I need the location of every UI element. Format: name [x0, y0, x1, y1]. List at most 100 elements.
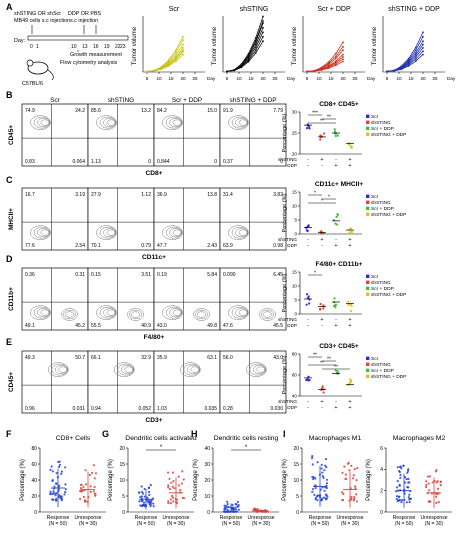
bottom-point-1-0-48 — [152, 502, 155, 505]
dotplot-ytick-label-2-0: 0 — [294, 312, 297, 317]
bottom-point-3-0-46 — [316, 499, 319, 502]
flow-xlabel-3: CD3+ — [145, 417, 162, 424]
bottom-ytick-label-2-3: 30 — [204, 462, 210, 468]
flow-contour-2-3-1 — [231, 306, 249, 319]
matrix-cell-2-0-2: + — [334, 163, 337, 169]
flow-contour-3-2-0 — [180, 362, 201, 377]
bottom-point-0-0-36 — [54, 494, 57, 497]
bottom-point-3-1-16 — [352, 499, 355, 502]
bottom-point-3-1-26 — [350, 497, 353, 501]
growth-ylabel-3: Tumor volume — [372, 26, 378, 65]
matrix-row-shsting-0: shSTING — [278, 157, 297, 162]
legend-label-2-2: Scr + DDP — [371, 286, 394, 292]
timeline-day-1: 1 — [36, 44, 39, 50]
flow-plot-0-3 — [219, 103, 287, 167]
bottom-point-2-0-45 — [228, 510, 231, 513]
dotplot-point-1-3-3 — [348, 232, 351, 236]
bottom-point-0-0-12 — [51, 470, 54, 473]
bottom-point-3-1-5 — [350, 464, 353, 467]
bottom-ylabel-4: Percentage (%) — [366, 459, 372, 501]
bottom-point-0-1-17 — [78, 489, 82, 493]
dotplot-point-3-1-5 — [321, 385, 324, 388]
timeline-day-10: 10 — [71, 44, 77, 50]
mouse-strain-label: C57BL/6 — [22, 81, 43, 87]
bottom-point-2-0-28 — [234, 508, 238, 511]
flow-quadrant-value-0-1-3: 0 — [148, 159, 151, 165]
growth-xtick-label-1-0: 5 — [226, 76, 229, 81]
bottom-point-4-1-29 — [436, 487, 440, 490]
bottom-n-0-0: (N = 50) — [49, 521, 68, 527]
bottom-ytick-label-1-0: 0 — [122, 510, 125, 516]
bottom-point-4-1-19 — [439, 481, 442, 484]
bottom-ytick-label-0-1: 20 — [31, 494, 37, 500]
bottom-point-4-1-0 — [426, 475, 430, 478]
dotplot-point-3-1-3 — [322, 391, 325, 394]
bottom-ytick-label-4-1: 2 — [380, 488, 383, 494]
matrix-row-shsting-2: shSTING — [278, 317, 297, 322]
bottom-point-1-0-18 — [143, 495, 147, 498]
schematic-label-ddp: DDP OR PBS — [68, 11, 102, 17]
flow-contour-1-2-2 — [169, 228, 182, 238]
flow-contour-0-2-3 — [172, 119, 182, 126]
legend-label-2-1: shSTING — [371, 280, 391, 286]
dotplot-point-0-1-4 — [319, 138, 322, 141]
bottom-point-4-0-23 — [398, 470, 401, 474]
bottom-point-2-0-24 — [226, 500, 229, 503]
matrix-cell-2-2-3: + — [348, 323, 351, 329]
flow-quadrant-value-2-1-2: 55.5 — [91, 323, 101, 329]
bottom-point-4-0-24 — [395, 490, 398, 493]
flow-col-title-1: shSTING — [108, 97, 134, 104]
bottom-point-3-0-14 — [325, 478, 329, 481]
bottom-point-3-0-44 — [314, 498, 317, 501]
bottom-point-0-1-20 — [89, 490, 92, 493]
bottom-point-4-1-28 — [435, 469, 438, 472]
bottom-point-4-0-13 — [405, 477, 408, 481]
bottom-point-1-1-15 — [177, 475, 180, 478]
legend-swatch-2-3 — [366, 292, 370, 296]
bottom-point-1-0-46 — [152, 505, 155, 508]
bottom-point-3-0-21 — [324, 457, 328, 461]
dotplot-ytick-label-3-2: 80 — [292, 352, 298, 357]
matrix-cell-1-0-2: - — [335, 157, 337, 163]
bottom-ylabel-1: Percentage (%) — [108, 459, 114, 501]
bottom-point-0-0-22 — [52, 490, 55, 493]
bottom-point-0-0-46 — [60, 470, 63, 473]
bottom-ytick-label-4-3: 6 — [380, 446, 383, 452]
flow-contour2-2-0-2 — [65, 311, 74, 318]
flow-quadrant-value-2-0-0: 0.36 — [25, 272, 35, 278]
flow-quadrant-value-0-3-0: 91.9 — [223, 108, 233, 114]
bottom-point-0-0-23 — [49, 490, 52, 493]
flow-plot-3-1 — [87, 350, 155, 414]
bottom-point-2-1-29 — [253, 507, 256, 510]
dotplot-sig-0-2: ** — [320, 118, 324, 124]
flow-contour-3-0-3 — [58, 366, 67, 373]
flow-contour2-2-0-1 — [63, 309, 76, 320]
flow-contour-2-1-0 — [96, 305, 117, 320]
matrix-cell-2-1-0: - — [307, 243, 309, 249]
matrix-cell-2-1-3: + — [348, 243, 351, 249]
flow-contour-1-3-3 — [238, 229, 248, 236]
flow-ylabel-3: CD45+ — [8, 372, 15, 392]
dotplot-point-1-2-0 — [335, 223, 339, 226]
bottom-point-1-1-12 — [175, 501, 179, 505]
flow-plot-2-3 — [219, 267, 287, 331]
bottom-point-1-0-44 — [138, 500, 141, 503]
bottom-n-1-0: (N = 50) — [137, 521, 156, 527]
flow-quadrant-value-2-2-3: 49.8 — [207, 323, 217, 329]
flow-quadrant-value-3-3-2: 0.28 — [223, 406, 233, 412]
bottom-point-3-1-28 — [344, 473, 347, 476]
growth-xtick-label-0-2: 15 — [168, 76, 174, 81]
bottom-title-2: Dendritic cells resting — [214, 435, 279, 442]
bottom-n-2-1: (N = 30) — [252, 521, 271, 527]
bottom-point-1-1-5 — [169, 502, 173, 505]
dotplot-point-0-3-4 — [350, 145, 353, 148]
flow-plot-1-0 — [21, 187, 89, 251]
schematic-label-sc: s.c injection — [70, 18, 98, 24]
timeline-day-23: 23 — [120, 44, 126, 50]
flow-quadrant-value-1-2-0: 36.9 — [157, 192, 167, 198]
matrix-row-ddp-0: DDP — [287, 163, 297, 168]
flow-contour-1-1-3 — [106, 229, 116, 236]
dotplot-ytick-label-2-2: 10 — [292, 284, 298, 289]
growth-xunit-1: Day — [287, 76, 296, 81]
